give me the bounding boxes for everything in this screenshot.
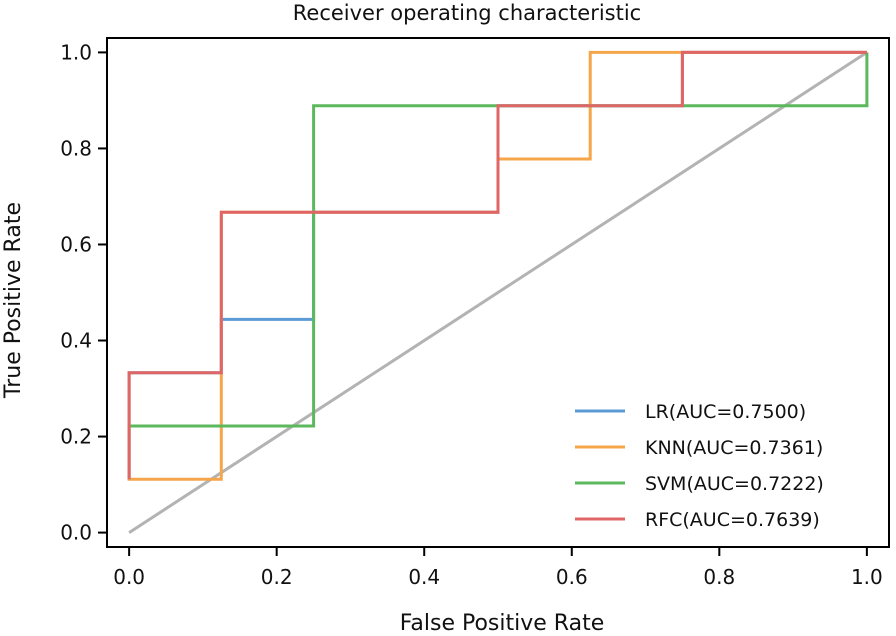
legend: LR(AUC=0.7500) KNN(AUC=0.7361) SVM(AUC=0.7… xyxy=(575,401,824,531)
y-tick-label: 0.0 xyxy=(60,521,92,545)
legend-label-2: SVM(AUC=0.7222) xyxy=(645,473,824,495)
legend-label-0: LR(AUC=0.7500) xyxy=(645,401,806,423)
x-tick-label: 0.2 xyxy=(261,565,293,589)
y-axis-label: True Positive Rate xyxy=(1,202,26,399)
series-layer xyxy=(127,50,869,481)
diagonal-chance-line xyxy=(128,51,868,534)
legend-label-3: RFC(AUC=0.7639) xyxy=(645,509,820,531)
x-axis-label: False Positive Rate xyxy=(400,611,604,636)
x-tick-label: 1.0 xyxy=(851,565,883,589)
y-tick-label: 0.4 xyxy=(60,329,92,353)
y-tick-label: 0.2 xyxy=(60,425,92,449)
y-tick-label: 0.8 xyxy=(60,136,92,160)
ticks-layer: 0.0 0.2 0.4 0.6 0.8 1.0 0.0 0.2 0.4 0.6 0.8 1.0 xyxy=(60,40,883,589)
y-tick-label: 0.6 xyxy=(60,232,92,256)
x-tick-label: 0.4 xyxy=(408,565,440,589)
plot-frame xyxy=(106,37,890,548)
x-tick-label: 0.8 xyxy=(703,565,735,589)
x-tick-label: 0.0 xyxy=(113,565,145,589)
y-tick-label: 1.0 xyxy=(60,40,92,64)
x-tick-label: 0.6 xyxy=(556,565,588,589)
series-line-3 xyxy=(127,50,867,480)
chart-title: Receiver operating characteristic xyxy=(293,1,641,25)
legend-label-1: KNN(AUC=0.7361) xyxy=(645,437,823,459)
